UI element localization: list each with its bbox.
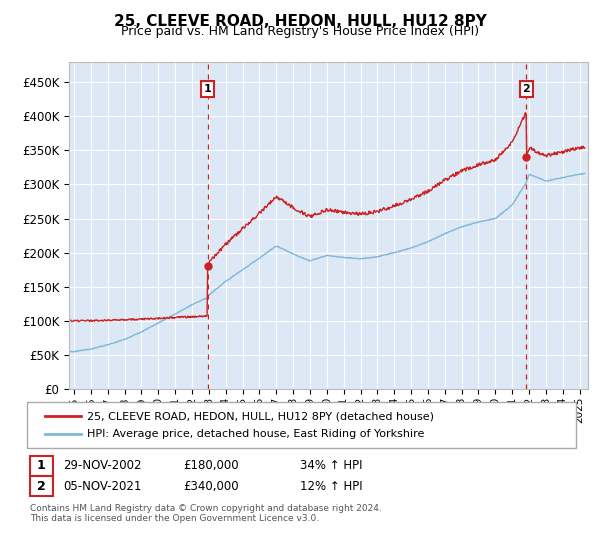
- Text: 1: 1: [37, 459, 46, 473]
- Text: 05-NOV-2021: 05-NOV-2021: [63, 479, 142, 493]
- Text: 29-NOV-2002: 29-NOV-2002: [63, 459, 142, 473]
- Text: 2: 2: [37, 479, 46, 493]
- Text: HPI: Average price, detached house, East Riding of Yorkshire: HPI: Average price, detached house, East…: [87, 429, 424, 439]
- Text: 2: 2: [523, 84, 530, 94]
- Text: Contains HM Land Registry data © Crown copyright and database right 2024.
This d: Contains HM Land Registry data © Crown c…: [30, 504, 382, 524]
- Text: £340,000: £340,000: [183, 479, 239, 493]
- Text: 1: 1: [203, 84, 211, 94]
- Text: 12% ↑ HPI: 12% ↑ HPI: [300, 479, 362, 493]
- Text: 25, CLEEVE ROAD, HEDON, HULL, HU12 8PY: 25, CLEEVE ROAD, HEDON, HULL, HU12 8PY: [113, 14, 487, 29]
- Text: Price paid vs. HM Land Registry's House Price Index (HPI): Price paid vs. HM Land Registry's House …: [121, 25, 479, 38]
- Text: 25, CLEEVE ROAD, HEDON, HULL, HU12 8PY (detached house): 25, CLEEVE ROAD, HEDON, HULL, HU12 8PY (…: [87, 411, 434, 421]
- Text: £180,000: £180,000: [183, 459, 239, 473]
- Text: 34% ↑ HPI: 34% ↑ HPI: [300, 459, 362, 473]
